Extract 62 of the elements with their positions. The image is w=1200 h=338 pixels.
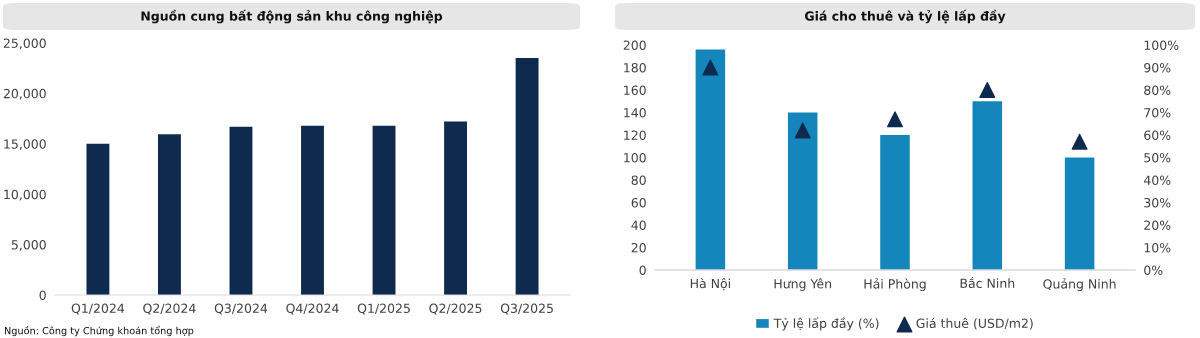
y2-tick-label: 60% — [1144, 130, 1171, 140]
y-tick-label: 140 — [624, 107, 646, 118]
y-tick-label: 200 — [623, 40, 646, 50]
y2-tick-label: 50% — [1144, 152, 1171, 163]
y2-tick-label: 90% — [1144, 62, 1171, 73]
bar — [229, 126, 253, 295]
y-tick-label: 40 — [631, 220, 646, 230]
bar — [1064, 157, 1095, 270]
bar — [880, 135, 910, 270]
bar — [695, 49, 726, 270]
y2-tick-label: 100% — [1144, 40, 1179, 50]
bar — [372, 125, 396, 295]
y2-tick-label: 0% — [1144, 265, 1163, 275]
y2-tick-label: 20% — [1144, 220, 1171, 230]
y-tick-label: 160 — [624, 85, 646, 95]
bar — [86, 143, 110, 295]
point — [979, 82, 996, 98]
y-tick-label: 180 — [624, 62, 646, 73]
y-tick-label: 120 — [624, 130, 646, 140]
y-tick-label: 25,000 — [3, 38, 46, 50]
point — [794, 122, 811, 139]
y-tick-label: 10,000 — [4, 189, 46, 201]
bar — [301, 125, 324, 295]
y-tick-label: 20 — [631, 242, 646, 253]
text: Nguồn: Công ty Chứng khoán tổng hợp — [4, 325, 194, 337]
y-tick-label: 80 — [631, 175, 646, 185]
bar — [444, 121, 467, 295]
x-tick-label: Quảng Ninh — [1043, 278, 1116, 292]
x-tick-label: Hưng Yên — [774, 278, 831, 291]
point — [887, 111, 903, 128]
legend-label: Tỷ lệ lấp đầy (%) — [773, 317, 879, 331]
x-tick-label: Q1/2025 — [357, 303, 410, 315]
bar — [972, 101, 1003, 270]
y-tick-label: 15,000 — [4, 139, 46, 150]
x-tick-label: Q2/2024 — [143, 303, 196, 315]
y-tick-label: 0 — [39, 290, 46, 300]
point — [702, 59, 719, 76]
x-tick-label: Q3/2025 — [500, 303, 553, 315]
legend-label: Giá thuê (USD/m2) — [916, 317, 1033, 330]
y-tick-label: 100 — [624, 152, 646, 163]
y2-tick-label: 40% — [1143, 175, 1171, 185]
y-tick-label: 20,000 — [3, 88, 46, 100]
y-tick-label: 0 — [639, 265, 646, 275]
x-tick-label: Q1/2024 — [71, 303, 125, 315]
chart-title: Nguồn cung bất động sản khu công nghiệp — [141, 9, 443, 24]
x-tick-label: Bắc Ninh — [960, 276, 1015, 289]
y2-tick-label: 10% — [1144, 242, 1171, 253]
x-tick-label: Q2/2025 — [429, 303, 482, 315]
x-tick-label: Hải Phòng — [864, 278, 926, 292]
chart-title: Giá cho thuê và tỷ lệ lấp đầy — [804, 9, 1006, 24]
x-tick-label: Q3/2024 — [214, 303, 268, 315]
y2-tick-label: 70% — [1144, 107, 1171, 118]
point — [1071, 133, 1088, 150]
bar — [515, 58, 539, 295]
x-tick-label: Q4/2024 — [286, 303, 339, 315]
y-tick-label: 60 — [631, 197, 646, 208]
y2-tick-label: 80% — [1144, 85, 1171, 95]
x-tick-label: Hà Nội — [690, 278, 730, 291]
y-tick-label: 5,000 — [11, 240, 46, 251]
bar — [787, 112, 818, 270]
y2-tick-label: 30% — [1144, 197, 1171, 208]
bar — [158, 134, 181, 295]
